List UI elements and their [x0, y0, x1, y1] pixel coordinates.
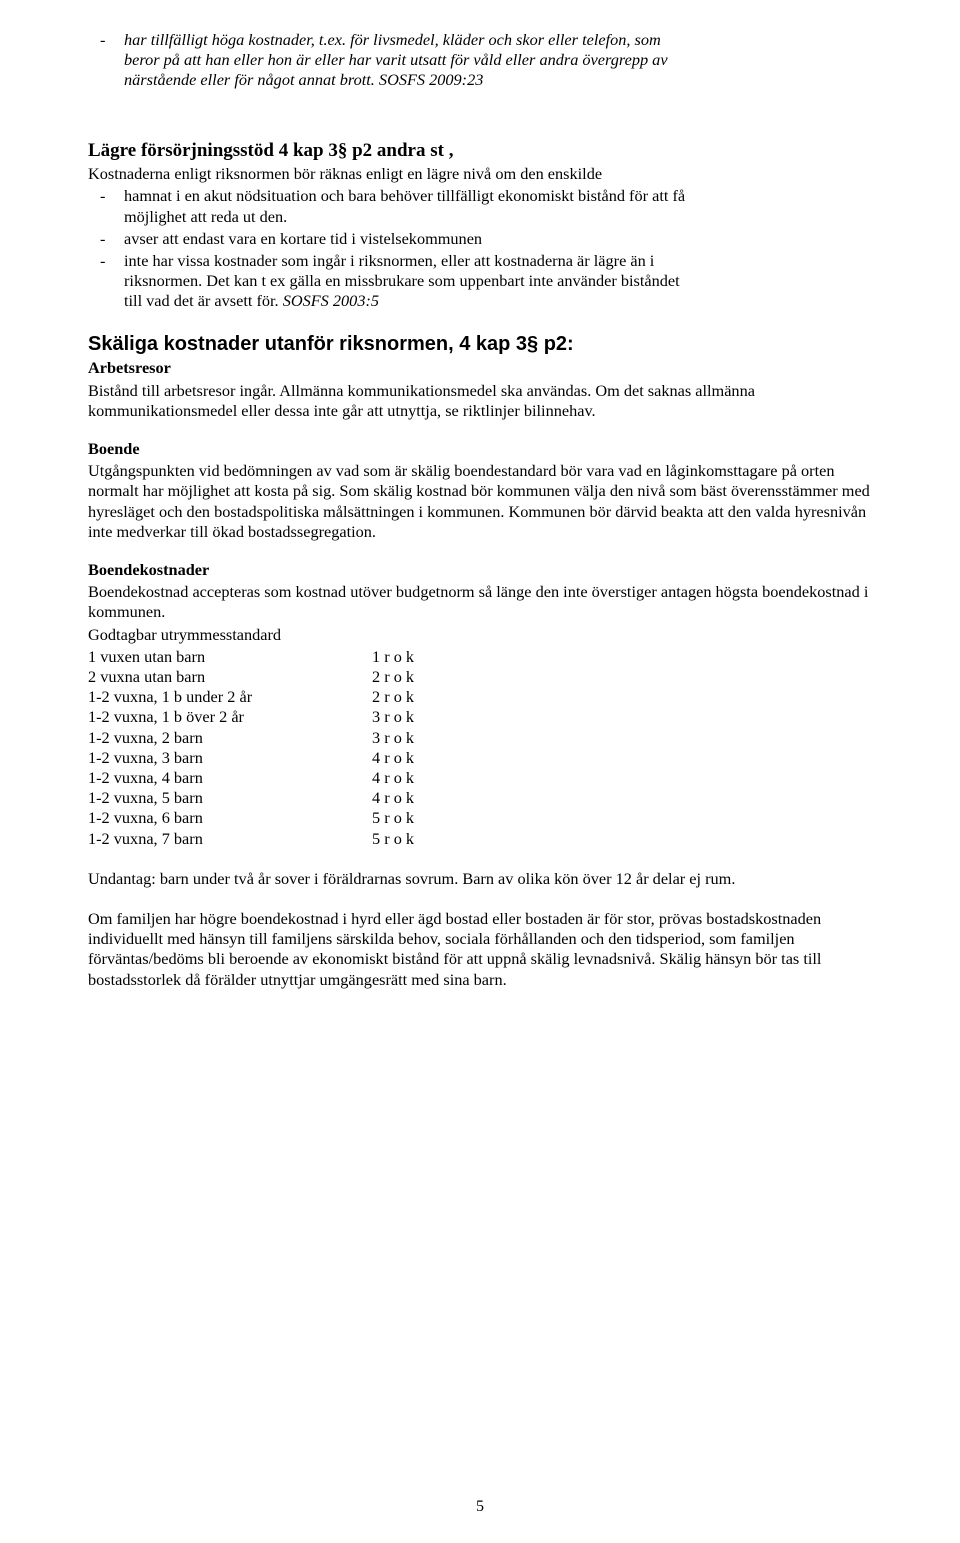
cell-household: 1-2 vuxna, 4 barn	[88, 768, 372, 788]
text: har tillfälligt höga kostnader, t.ex. fö…	[124, 30, 661, 49]
table-row: 1 vuxen utan barn1 r o k	[88, 647, 414, 667]
lagre-bullet-1: hamnat i en akut nödsituation och bara b…	[88, 186, 872, 226]
lagre-bullet-2: avser att endast vara en kortare tid i v…	[88, 229, 872, 249]
lagre-bullets: hamnat i en akut nödsituation och bara b…	[88, 186, 872, 311]
subhead-boendekost: Boendekostnader	[88, 560, 872, 580]
text: inte har vissa kostnader som ingår i rik…	[124, 251, 654, 270]
undantag-text: Undantag: barn under två år sover i förä…	[88, 869, 872, 889]
cell-household: 2 vuxna utan barn	[88, 667, 372, 687]
cell-rooms: 1 r o k	[372, 647, 414, 667]
cell-rooms: 2 r o k	[372, 667, 414, 687]
table-row: 1-2 vuxna, 6 barn5 r o k	[88, 808, 414, 828]
cell-household: 1-2 vuxna, 7 barn	[88, 829, 372, 849]
room-table: 1 vuxen utan barn1 r o k 2 vuxna utan ba…	[88, 647, 414, 849]
lagre-bullet-3: inte har vissa kostnader som ingår i rik…	[88, 251, 872, 312]
lagre-lead: Kostnaderna enligt riksnormen bör räknas…	[88, 164, 872, 184]
text: till vad det är avsett för.	[124, 291, 283, 310]
cell-household: 1-2 vuxna, 2 barn	[88, 728, 372, 748]
intro-bullets: har tillfälligt höga kostnader, t.ex. fö…	[88, 30, 872, 91]
cell-household: 1 vuxen utan barn	[88, 647, 372, 667]
cell-rooms: 3 r o k	[372, 728, 414, 748]
table-row: 2 vuxna utan barn2 r o k	[88, 667, 414, 687]
cell-household: 1-2 vuxna, 1 b under 2 år	[88, 687, 372, 707]
cell-household: 1-2 vuxna, 5 barn	[88, 788, 372, 808]
cell-household: 1-2 vuxna, 6 barn	[88, 808, 372, 828]
text: avser att endast vara en kortare tid i v…	[124, 229, 482, 248]
cell-rooms: 3 r o k	[372, 707, 414, 727]
boende-text: Utgångspunkten vid bedömningen av vad so…	[88, 461, 872, 542]
text: hamnat i en akut nödsituation och bara b…	[124, 186, 685, 205]
cell-rooms: 4 r o k	[372, 788, 414, 808]
boendekost-lead1: Boendekostnad accepteras som kostnad utö…	[88, 582, 872, 622]
subhead-boende: Boende	[88, 439, 872, 459]
table-row: 1-2 vuxna, 3 barn4 r o k	[88, 748, 414, 768]
cell-rooms: 2 r o k	[372, 687, 414, 707]
table-row: 1-2 vuxna, 2 barn3 r o k	[88, 728, 414, 748]
text: möjlighet att reda ut den.	[124, 207, 287, 226]
document-page: har tillfälligt höga kostnader, t.ex. fö…	[0, 0, 960, 1543]
intro-bullet-1: har tillfälligt höga kostnader, t.ex. fö…	[88, 30, 872, 91]
text: riksnormen. Det kan t ex gälla en missbr…	[124, 271, 680, 290]
cell-household: 1-2 vuxna, 1 b över 2 år	[88, 707, 372, 727]
heading-lagre: Lägre försörjningsstöd 4 kap 3§ p2 andra…	[88, 139, 872, 163]
text: beror på att han eller hon är eller har …	[124, 50, 668, 69]
boendekost-lead2: Godtagbar utrymmesstandard	[88, 625, 872, 645]
cell-household: 1-2 vuxna, 3 barn	[88, 748, 372, 768]
text: närstående eller för något annat brott.	[124, 70, 379, 89]
table-row: 1-2 vuxna, 1 b över 2 år3 r o k	[88, 707, 414, 727]
heading-skaliga: Skäliga kostnader utanför riksnormen, 4 …	[88, 332, 872, 357]
table-row: 1-2 vuxna, 1 b under 2 år2 r o k	[88, 687, 414, 707]
cell-rooms: 5 r o k	[372, 808, 414, 828]
page-number: 5	[0, 1497, 960, 1517]
table-row: 1-2 vuxna, 5 barn4 r o k	[88, 788, 414, 808]
table-row: 1-2 vuxna, 7 barn5 r o k	[88, 829, 414, 849]
cell-rooms: 5 r o k	[372, 829, 414, 849]
reference: SOSFS 2009:23	[379, 70, 483, 89]
subhead-arbetsresor: Arbetsresor	[88, 358, 872, 378]
cell-rooms: 4 r o k	[372, 768, 414, 788]
boendekost-para2: Om familjen har högre boendekostnad i hy…	[88, 909, 872, 990]
reference: SOSFS 2003:5	[283, 291, 379, 310]
table-row: 1-2 vuxna, 4 barn4 r o k	[88, 768, 414, 788]
cell-rooms: 4 r o k	[372, 748, 414, 768]
arbetsresor-text: Bistånd till arbetsresor ingår. Allmänna…	[88, 381, 872, 421]
